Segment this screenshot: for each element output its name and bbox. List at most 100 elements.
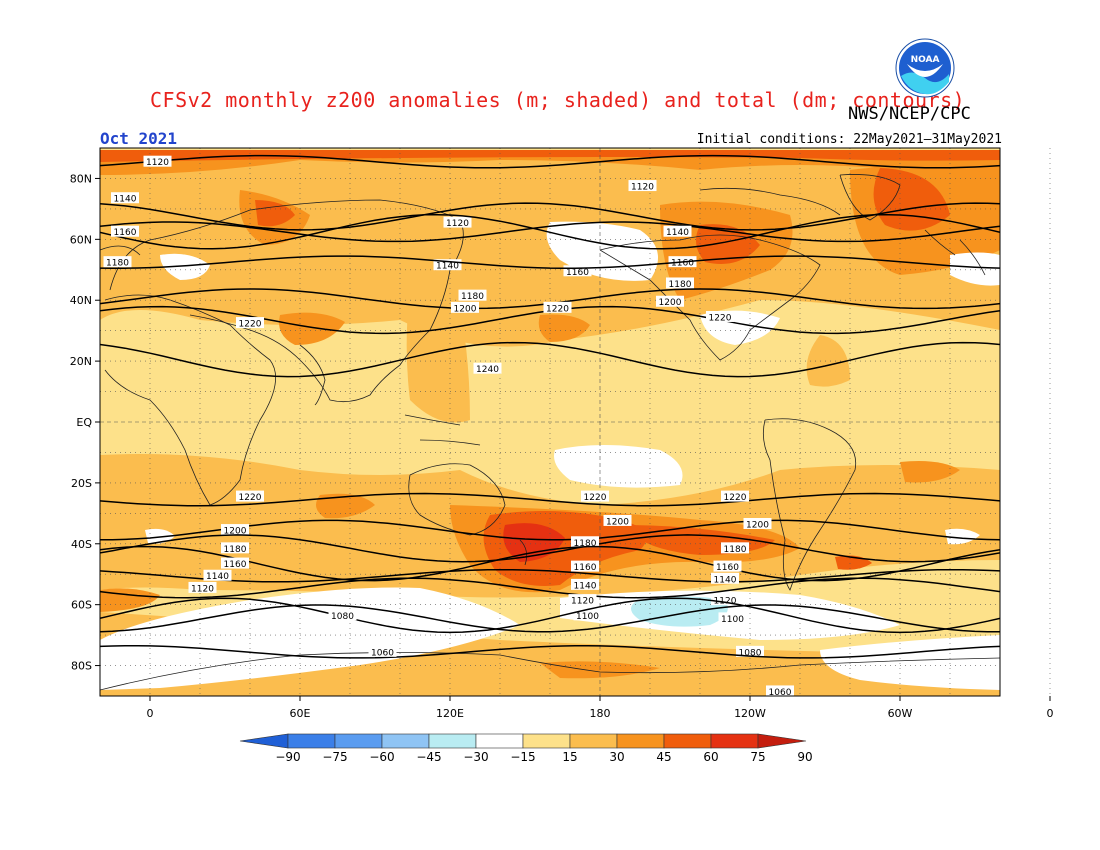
lon-label: 60E — [290, 707, 311, 720]
colorbar-label: 30 — [609, 750, 624, 764]
contour-label-bg — [736, 645, 764, 657]
contour-label: 1220 — [724, 493, 747, 503]
contour-label: 1220 — [239, 493, 262, 503]
contour-line — [100, 341, 1000, 378]
contour-line — [100, 154, 1000, 169]
contour-label-bg — [666, 277, 694, 289]
contour-label-bg — [573, 609, 602, 621]
contour-line — [100, 492, 1000, 507]
contour-label-bg — [143, 155, 172, 167]
colorbar: −90 −75 −60 −45 −30 −15 15 30 45 60 75 90 — [239, 733, 813, 764]
map-title: CFSv2 monthly z200 anomalies (m; shaded)… — [150, 88, 966, 112]
contour-line — [100, 305, 1000, 335]
colorbar-swatch — [710, 733, 759, 749]
contour-label-bg — [668, 256, 697, 268]
contour-label: 1180 — [669, 280, 692, 290]
contour-line — [100, 255, 1000, 269]
lon-label: 60W — [888, 707, 913, 720]
height-contours: 1120 1120 1120 1140 1140 1140 1160 1160 1160 1180… — [100, 154, 1000, 696]
colorbar-swatch — [569, 733, 618, 749]
contour-label-bg — [111, 192, 139, 204]
contour-label: 1080 — [739, 648, 762, 658]
contour-label: 1180 — [461, 292, 484, 302]
contour-label: 1120 — [714, 597, 737, 607]
graticule — [100, 148, 1051, 696]
colorbar-label: −90 — [275, 750, 300, 764]
contour-label-bg — [571, 536, 599, 548]
contour-label: 1180 — [724, 545, 747, 555]
contour-label-bg — [571, 578, 599, 590]
contour-label-bg — [721, 542, 749, 554]
contour-label: 1120 — [191, 584, 214, 594]
colorbar-label: 15 — [562, 750, 577, 764]
contour-label-bg — [603, 514, 632, 526]
noaa-logo: NOAA — [895, 38, 955, 98]
contour-label-bg — [663, 225, 692, 237]
contour-line — [100, 604, 1000, 633]
contour-label: 1140 — [436, 262, 459, 272]
contour-label: 1120 — [146, 158, 169, 168]
contour-label: 1100 — [576, 612, 599, 622]
shaded-anomalies — [100, 148, 1000, 696]
contour-label-bg — [743, 517, 772, 529]
contour-label-bg — [236, 317, 264, 329]
contour-line — [100, 577, 1000, 599]
contour-line — [100, 519, 1000, 541]
contour-line — [100, 597, 1000, 634]
colorbar-swatch — [287, 733, 336, 749]
contour-label-bg — [571, 560, 599, 572]
colorbar-swatch — [334, 733, 383, 749]
contour-label-bg — [563, 265, 592, 277]
contour-label: 1160 — [716, 563, 739, 573]
contour-label-bg — [188, 581, 217, 593]
contour-label: 1220 — [239, 320, 262, 330]
contour-label: 1200 — [224, 527, 247, 537]
contour-label-bg — [103, 256, 132, 268]
lat-label: 60N — [70, 233, 92, 246]
contour-label-bg — [568, 594, 597, 606]
lon-label: 0 — [147, 707, 154, 720]
contour-label: 1160 — [224, 560, 247, 570]
contour-line — [100, 545, 1000, 582]
contour-label-bg — [721, 490, 749, 502]
contour-label-bg — [656, 295, 684, 307]
contour-label-bg — [711, 594, 739, 606]
latitude-axis: 80N 60N 40N 20N EQ 20S 40S 60S 80S — [70, 172, 100, 673]
contour-label: 1140 — [114, 195, 137, 205]
map-frame — [99, 147, 1001, 697]
contour-label: 1140 — [666, 228, 689, 238]
contour-label-bg — [221, 542, 249, 554]
colorbar-swatch — [428, 733, 477, 749]
contour-label: 1200 — [454, 304, 477, 314]
contour-label-bg — [718, 612, 747, 624]
contour-label-bg — [111, 225, 139, 237]
initial-conditions-label: Initial conditions: 22May2021–31May2021 — [696, 132, 1002, 147]
contour-label: 1160 — [574, 563, 597, 573]
lat-label: 20N — [70, 355, 92, 368]
contour-label: 1160 — [114, 228, 137, 238]
colorbar-swatch — [522, 733, 571, 749]
contour-label: 1220 — [709, 313, 732, 323]
contour-label: 1160 — [566, 268, 589, 278]
contour-label: 1060 — [371, 648, 394, 658]
longitude-axis: 0 60E 120E 180 120W 60W 0 — [147, 696, 1054, 720]
contour-line — [100, 568, 1000, 583]
contour-label: 1140 — [714, 575, 737, 585]
lat-label: 40N — [70, 294, 92, 307]
lon-label: 180 — [590, 707, 611, 720]
colorbar-label: 60 — [703, 750, 718, 764]
colorbar-swatch — [663, 733, 712, 749]
contour-label: 1240 — [476, 365, 499, 375]
contour-label-bg — [443, 216, 472, 228]
lat-label: 60S — [71, 599, 92, 612]
contour-label: 1180 — [224, 545, 247, 555]
contour-label: 1180 — [106, 259, 129, 269]
contour-label: 1100 — [721, 615, 744, 625]
contour-label-bg — [368, 645, 397, 657]
contour-label: 1140 — [574, 581, 597, 591]
colorbar-label: −60 — [369, 750, 394, 764]
lat-label: 80S — [71, 660, 92, 673]
lon-label: 120W — [734, 707, 766, 720]
colorbar-label: −15 — [510, 750, 535, 764]
